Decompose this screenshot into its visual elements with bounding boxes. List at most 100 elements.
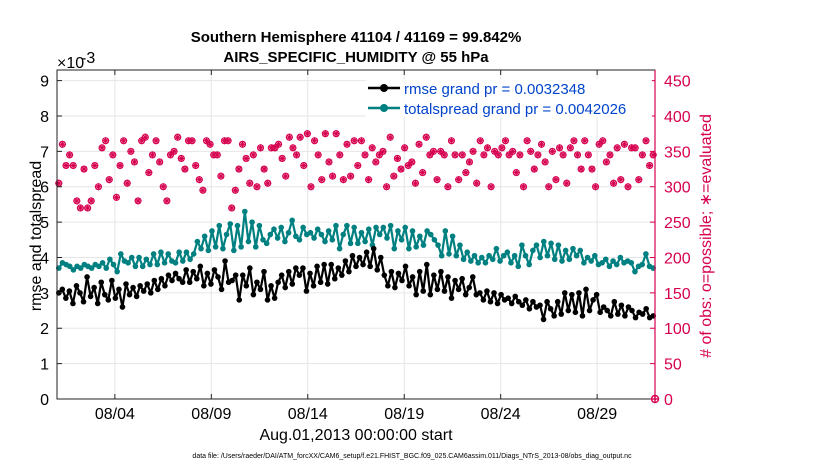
totalspread-series-point: [599, 260, 605, 266]
totalspread-series-point: [125, 260, 131, 266]
totalspread-series-point: [577, 247, 584, 254]
obs-marker: [451, 151, 459, 159]
obs-marker: [256, 144, 265, 152]
totalspread-series-point: [201, 233, 208, 240]
obs-marker: [311, 137, 319, 145]
obs-marker: [109, 151, 117, 159]
totalspread-series-point: [355, 240, 361, 247]
obs-marker: [141, 133, 149, 141]
obs-marker: [649, 151, 657, 159]
rmse-series-point: [239, 272, 246, 278]
obs-marker: [314, 151, 322, 159]
obs-marker: [361, 151, 369, 159]
rmse-series-point: [112, 295, 119, 301]
obs-marker: [480, 151, 488, 159]
rmse-series-point: [324, 281, 331, 287]
obs-marker: [343, 140, 351, 148]
obs-marker: [631, 144, 639, 152]
obs-marker: [610, 179, 618, 187]
rmse-series-point: [622, 313, 628, 319]
rmse-series-point: [264, 297, 271, 303]
totalspread-series-point: [132, 263, 139, 270]
obs-marker: [617, 176, 625, 184]
rmse-series-point: [84, 274, 90, 280]
totalspread-series-point: [365, 226, 372, 232]
obs-marker: [325, 158, 333, 166]
obs-marker: [620, 140, 628, 148]
obs-marker: [91, 161, 99, 170]
obs-marker: [181, 165, 189, 173]
rmse-series-point: [409, 274, 416, 280]
totalspread-series-point: [150, 251, 157, 257]
rmse-series-point: [144, 281, 151, 287]
rmse-series-point: [66, 288, 73, 294]
totalspread-series-point: [223, 231, 230, 238]
obs-marker: [473, 179, 481, 187]
totalspread-series-point: [220, 245, 226, 252]
obs-marker: [383, 183, 391, 191]
obs-marker: [422, 133, 430, 141]
obs-marker: [152, 137, 160, 145]
obs-marker: [408, 158, 416, 166]
rmse-series-point: [367, 263, 373, 270]
totalspread-series-point: [628, 260, 635, 266]
obs-marker: [339, 176, 347, 184]
obs-marker: [559, 151, 567, 159]
obs-marker: [293, 151, 301, 159]
obs-marker: [577, 165, 585, 173]
obs-marker: [411, 179, 419, 187]
totalspread-series-point: [617, 254, 624, 261]
obs-marker: [188, 137, 196, 145]
rmse-series-point: [250, 291, 257, 298]
totalspread-series-point: [449, 233, 456, 240]
obs-marker: [548, 147, 556, 155]
rmse-series-point: [487, 298, 494, 305]
totalspread-series-point: [329, 237, 336, 243]
rmse-series-point: [639, 311, 646, 317]
rmse-series-point: [105, 297, 112, 303]
totalspread-series-point: [478, 254, 485, 261]
obs-marker: [238, 140, 247, 148]
obs-marker: [123, 179, 131, 187]
rmse-series-point: [438, 268, 444, 275]
rmse-series-point: [353, 263, 359, 270]
obs-marker: [379, 147, 387, 155]
totalspread-series-point: [194, 238, 201, 245]
obs-marker: [573, 151, 582, 159]
rmse-series-point: [268, 282, 274, 289]
obs-marker: [545, 183, 553, 191]
totalspread-series-point: [293, 233, 299, 240]
obs-marker: [260, 165, 268, 173]
obs-marker: [66, 151, 74, 159]
totalspread-series-point: [362, 238, 368, 245]
totalspread-series-point: [285, 229, 292, 236]
totalspread-series-point: [468, 258, 474, 264]
totalspread-series-point: [464, 249, 471, 255]
rmse-series-point: [300, 265, 306, 271]
totalspread-series-point: [482, 260, 489, 266]
rmse-series-point: [445, 274, 451, 280]
y-exponent-label: ×10 -3: [57, 50, 95, 72]
obs-marker: [584, 151, 592, 159]
obs-marker: [563, 179, 571, 187]
obs-marker: [112, 193, 120, 201]
rmse-series-point: [356, 254, 363, 261]
rmse-series-point: [360, 261, 366, 268]
totalspread-series-point: [88, 265, 95, 271]
totalspread-series-point: [533, 242, 540, 248]
totalspread-series-point: [172, 260, 179, 266]
obs-marker: [217, 172, 225, 180]
obs-marker: [419, 169, 427, 177]
obs-marker: [282, 172, 290, 180]
rmse-series-point: [374, 267, 381, 273]
obs-marker: [523, 137, 531, 145]
totalspread-series: [56, 208, 656, 275]
obs-marker: [365, 176, 373, 184]
legend: rmse grand pr = 0.0032348 totalspread gr…: [366, 79, 652, 118]
svg-text:-3: -3: [81, 50, 95, 67]
obs-marker: [285, 133, 293, 141]
totalspread-series-point: [438, 252, 445, 259]
totalspread-series-point: [453, 252, 460, 259]
totalspread-series-point: [398, 237, 405, 243]
obs-marker: [318, 176, 326, 184]
